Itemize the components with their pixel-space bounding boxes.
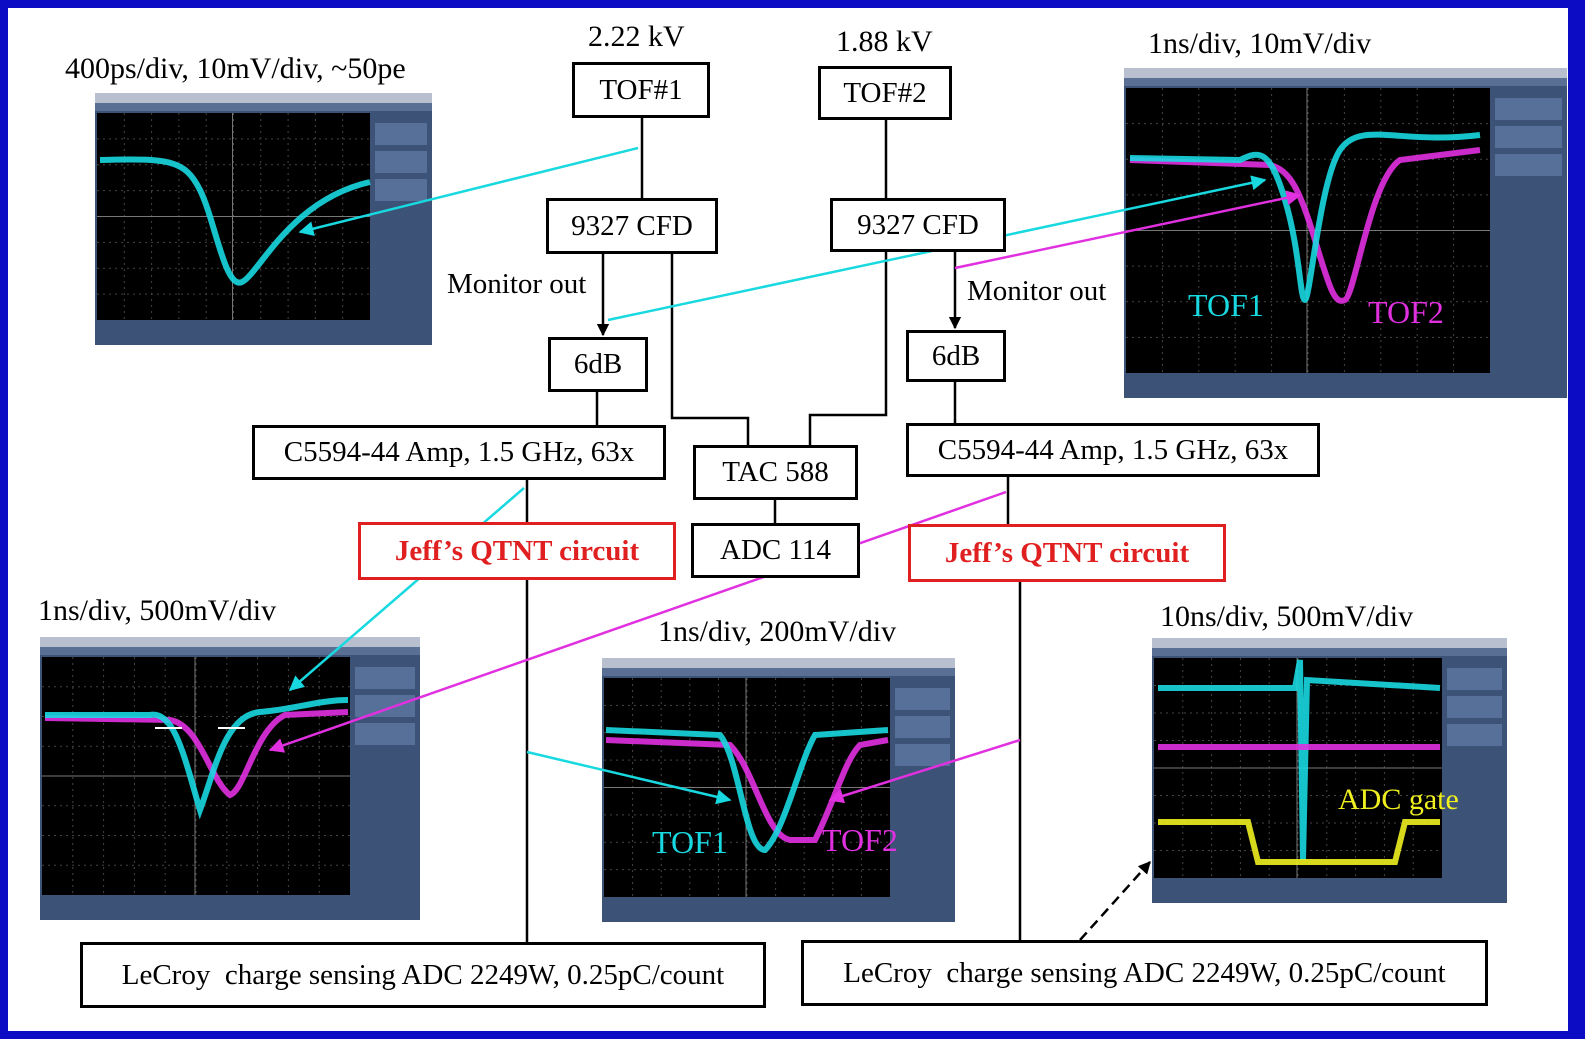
scope-button [1495,98,1562,120]
scope-status [1124,78,1567,86]
box: 6dB [548,337,648,392]
scope-button [1495,126,1562,148]
scope-button [375,179,427,201]
scope-button [895,688,950,710]
scope-button [895,744,950,766]
box: TOF#2 [818,66,952,120]
scope-status [95,103,432,111]
box: Jeff’s QTNT circuit [908,524,1226,582]
box: TOF#1 [572,62,710,118]
box: 9327 CFD [546,198,718,254]
voltage: 2.22 kV [588,20,685,54]
scope-button [355,723,415,745]
trace-label: TOF1 [1188,287,1264,324]
box: C5594-44 Amp, 1.5 GHz, 63x [906,423,1320,477]
monitor-label: Monitor out [447,268,586,301]
box: Jeff’s QTNT circuit [358,522,676,580]
box: 6dB [906,330,1006,382]
box: LeCroy charge sensing ADC 2249W, 0.25pC/… [801,940,1488,1006]
scope-caption: 400ps/div, 10mV/div, ~50pe [65,52,406,86]
box: LeCroy charge sensing ADC 2249W, 0.25pC/… [80,942,766,1008]
box: ADC 114 [691,523,860,578]
trace-label: TOF1 [652,824,728,861]
scope-button [375,123,427,145]
monitor-label: Monitor out [967,275,1106,308]
diagram-canvas [0,0,1585,1039]
scope-caption: 1ns/div, 200mV/div [658,615,896,649]
box: TAC 588 [693,445,858,500]
scope-menu [602,658,955,668]
trace-label: TOF2 [822,822,898,859]
trace-label: TOF2 [1368,294,1444,331]
scope-button [1447,724,1502,746]
scope-status [40,647,420,655]
scope-status [1152,648,1507,656]
scope-status [602,668,955,676]
scope-menu [40,637,420,647]
scope-button [1495,154,1562,176]
scope-caption: 1ns/div, 10mV/div [1148,27,1371,61]
scope-menu [1152,638,1507,648]
box: 9327 CFD [830,198,1006,252]
voltage: 1.88 kV [836,25,933,59]
scope-button [355,695,415,717]
box: C5594-44 Amp, 1.5 GHz, 63x [252,425,666,480]
scope-caption: 10ns/div, 500mV/div [1160,600,1413,634]
scope-menu [95,93,432,103]
page: 2.22 kV 1.88 kV TOF#1 TOF#2 9327 CFD 932… [0,0,1585,1039]
scope-button [1447,696,1502,718]
scope-button [895,716,950,738]
scope-caption: 1ns/div, 500mV/div [38,594,276,628]
scope-button [1447,668,1502,690]
trace-label: ADC gate [1338,783,1459,817]
scope-button [375,151,427,173]
scope-button [355,667,415,689]
scope-menu [1124,68,1567,78]
